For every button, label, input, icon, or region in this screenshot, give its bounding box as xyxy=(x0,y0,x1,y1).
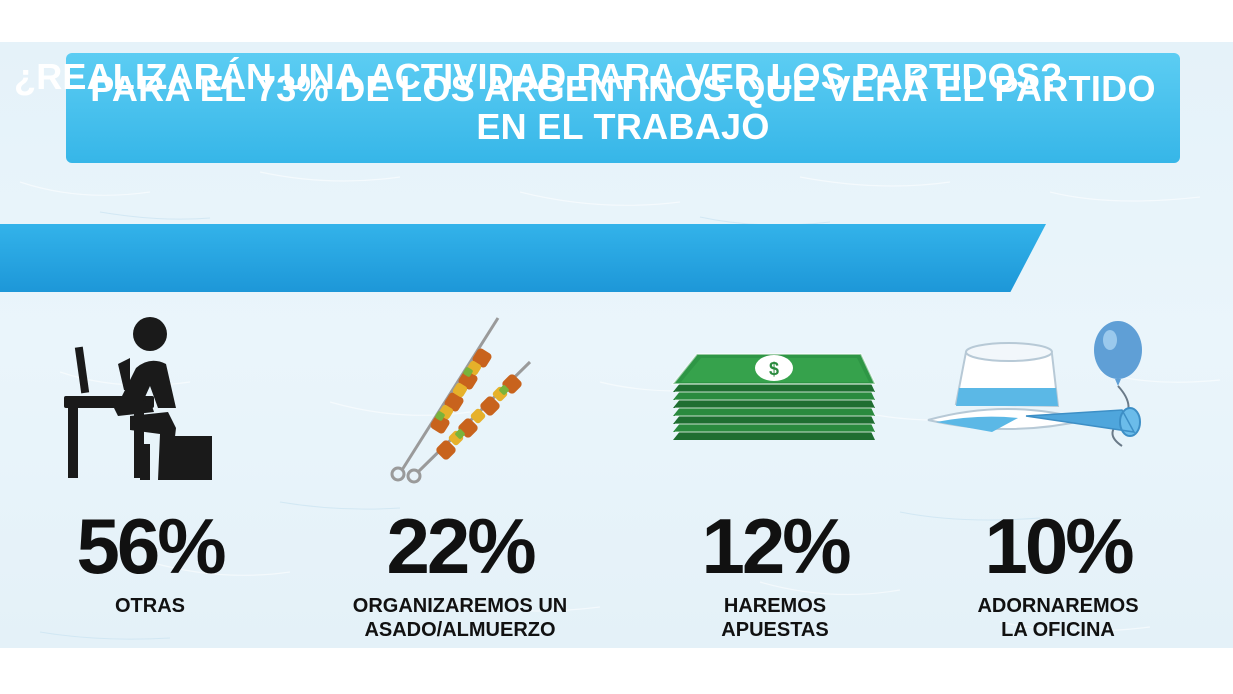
infographic-canvas: PARA EL 73% DE LOS ARGENTINOS QUE VERÁ E… xyxy=(0,42,1233,648)
stat-asado: 22% ORGANIZAREMOS UN ASADO/ALMUERZO xyxy=(310,312,610,642)
stat-percent: 12% xyxy=(701,502,851,590)
stat-label-line-2: APUESTAS xyxy=(721,619,829,641)
stat-oficina: 10% ADORNAREMOS LA OFICINA xyxy=(908,312,1208,642)
barbecue-skewers-icon xyxy=(310,312,610,484)
stat-label: OTRAS xyxy=(0,594,300,618)
headline-line-2: EN EL TRABAJO xyxy=(476,106,770,147)
person-at-computer-icon xyxy=(0,312,300,484)
stat-label-line-1: HAREMOS xyxy=(723,595,827,617)
party-hat-balloon-horn-icon xyxy=(908,312,1208,484)
stat-label-line-1: ORGANIZAREMOS UN xyxy=(352,595,568,617)
question-bar xyxy=(0,224,1046,292)
headline-line-1: PARA EL 73% DE LOS ARGENTINOS QUE VERÁ E… xyxy=(90,68,1156,109)
stat-apuestas: $ 12% HAREMOS APUESTAS xyxy=(625,312,925,642)
money-stack-icon: $ xyxy=(625,312,925,484)
stat-label-line-2: LA OFICINA xyxy=(1001,619,1115,641)
stat-percent: 56% xyxy=(76,502,226,590)
stat-label-line-1: ADORNAREMOS xyxy=(977,595,1139,617)
question-text: ¿REALIZARÁN UNA ACTIVIDAD PARA VER LOS P… xyxy=(14,56,1063,97)
stat-otras: 56% OTRAS xyxy=(0,312,300,642)
stat-label-line-2: ASADO/ALMUERZO xyxy=(364,619,556,641)
stat-percent: 22% xyxy=(386,502,536,590)
stat-percent: 10% xyxy=(984,502,1134,590)
svg-text:$: $ xyxy=(769,359,779,379)
stat-label: ADORNAREMOS LA OFICINA xyxy=(908,594,1208,642)
stat-label-line-1: OTRAS xyxy=(115,595,185,617)
headline-banner: PARA EL 73% DE LOS ARGENTINOS QUE VERÁ E… xyxy=(66,53,1180,163)
stat-label: ORGANIZAREMOS UN ASADO/ALMUERZO xyxy=(310,594,610,642)
background-texture xyxy=(19,171,1221,640)
stat-label: HAREMOS APUESTAS xyxy=(625,594,925,642)
